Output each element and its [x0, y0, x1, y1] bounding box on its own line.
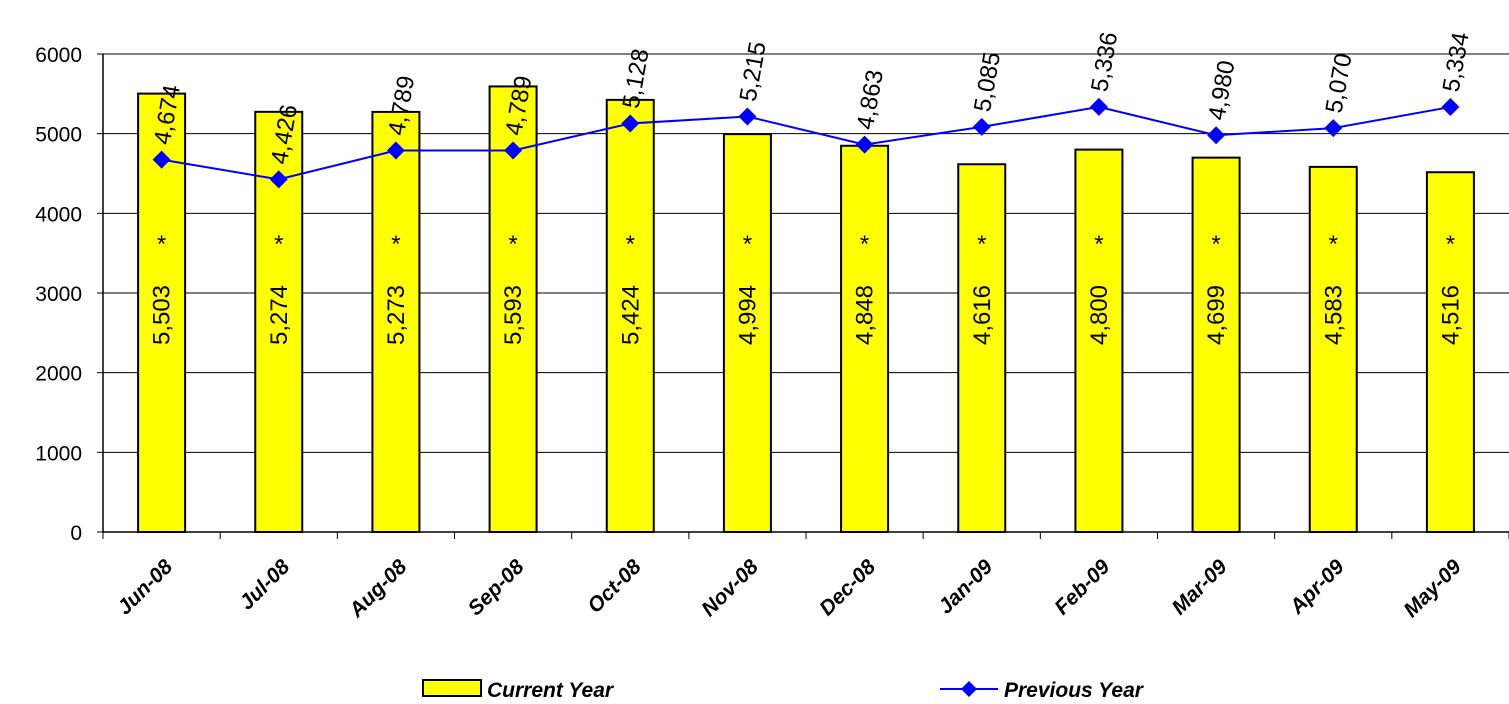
x-tick-label: May-09	[1399, 555, 1466, 622]
legend-label-previous-year: Previous Year	[1004, 679, 1145, 702]
x-tick-label: Jun-08	[113, 555, 177, 619]
line-point	[1441, 98, 1460, 117]
line-point	[972, 117, 991, 136]
line-point	[152, 150, 171, 169]
x-axis-labels: Jun-08 Jul-08 Aug-08 Sep-08 Oct-08 Nov-08 Dec-…	[113, 555, 1466, 623]
bar-data-label: 5,274	[266, 285, 293, 345]
line-point	[1207, 126, 1226, 145]
bar	[1074, 148, 1124, 533]
x-tick-label: Apr-09	[1285, 555, 1349, 619]
bar-data-label: 4,699	[1203, 285, 1230, 345]
bar-marker: *	[626, 231, 635, 258]
bar-marker: *	[274, 231, 283, 258]
x-tick-label: Nov-08	[697, 555, 763, 621]
bar-data-label: 4,616	[969, 285, 996, 345]
gridlines	[103, 53, 1509, 453]
line-point	[504, 141, 523, 160]
bar-marker: *	[1446, 231, 1455, 258]
bar-data-label: 4,994	[734, 285, 761, 345]
y-tick-label: 6000	[35, 44, 82, 67]
line-point	[738, 107, 757, 126]
line-point	[386, 141, 405, 160]
y-tick-label: 3000	[35, 283, 82, 306]
bar	[1308, 165, 1358, 533]
x-tick-label: Jan-09	[934, 555, 998, 619]
legend: Current Year Previous Year	[422, 679, 1145, 702]
bar	[840, 144, 890, 533]
bar-marker: *	[1211, 231, 1220, 258]
bar	[605, 98, 655, 533]
x-tick-label: Jul-08	[235, 555, 294, 614]
bar	[371, 110, 421, 533]
bar-data-label: 5,593	[500, 285, 527, 345]
legend-swatch-current-year	[422, 679, 482, 697]
bar	[957, 163, 1007, 533]
line-data-label: 4,980	[1203, 58, 1240, 122]
bar-marker: *	[157, 231, 166, 258]
axes	[102, 54, 1509, 539]
legend-label-current-year: Current Year	[487, 679, 615, 702]
bar	[137, 92, 187, 533]
y-tick-label: 4000	[35, 203, 82, 226]
bar-series-current-year: * 5,503 * 5,274 * 5,273 * 5,593 * 5,424 * 4,994 * 4,8…	[137, 85, 1475, 534]
line-series-previous-year: 4,674 4,426 4,789 4,789 5,128 5,215 4,863 5,085…	[149, 30, 1475, 189]
x-tick-label: Dec-08	[815, 555, 880, 620]
bar-marker: *	[1094, 231, 1103, 258]
bar	[1425, 171, 1475, 533]
x-tick-label: Aug-08	[344, 555, 412, 623]
line-point	[269, 170, 288, 189]
bar-data-label: 5,503	[149, 285, 176, 345]
bar-data-label: 4,583	[1320, 285, 1347, 345]
line-data-label: 5,085	[969, 50, 1006, 114]
legend-marker-previous-year	[961, 681, 977, 697]
bar-marker: *	[860, 231, 869, 258]
y-tick-label: 1000	[35, 442, 82, 465]
y-axis-ticks: 0 1000 2000 3000 4000 5000 6000	[35, 44, 103, 545]
bar-marker: *	[508, 231, 517, 258]
x-tick-label: Sep-08	[464, 555, 529, 620]
line-data-label: 5,336	[1086, 30, 1123, 94]
line-point	[621, 114, 640, 133]
bar	[1191, 156, 1241, 533]
line-point	[855, 135, 874, 154]
y-tick-label: 5000	[35, 124, 82, 147]
x-tick-label: Feb-09	[1050, 555, 1114, 619]
line-point	[1324, 119, 1343, 138]
bar-marker: *	[1329, 231, 1338, 258]
y-tick-label: 2000	[35, 363, 82, 386]
bar-marker: *	[977, 231, 986, 258]
line-data-label: 5,334	[1438, 30, 1475, 94]
line-point	[1089, 97, 1108, 116]
y-tick-label: 0	[70, 522, 82, 545]
bar-marker: *	[743, 231, 752, 258]
bar-data-label: 4,848	[852, 285, 879, 345]
bar-marker: *	[391, 231, 400, 258]
line-data-label: 5,070	[1321, 51, 1358, 115]
series-line	[161, 105, 1451, 181]
bar-data-label: 4,800	[1086, 285, 1113, 345]
line-data-label: 4,863	[852, 68, 889, 132]
bar-data-label: 5,273	[383, 285, 410, 345]
bar-data-label: 4,516	[1437, 285, 1464, 345]
line-data-label: 5,215	[735, 40, 772, 104]
bar-data-label: 5,424	[617, 285, 644, 345]
x-tick-label: Oct-08	[583, 555, 646, 618]
x-tick-label: Mar-09	[1167, 555, 1231, 619]
